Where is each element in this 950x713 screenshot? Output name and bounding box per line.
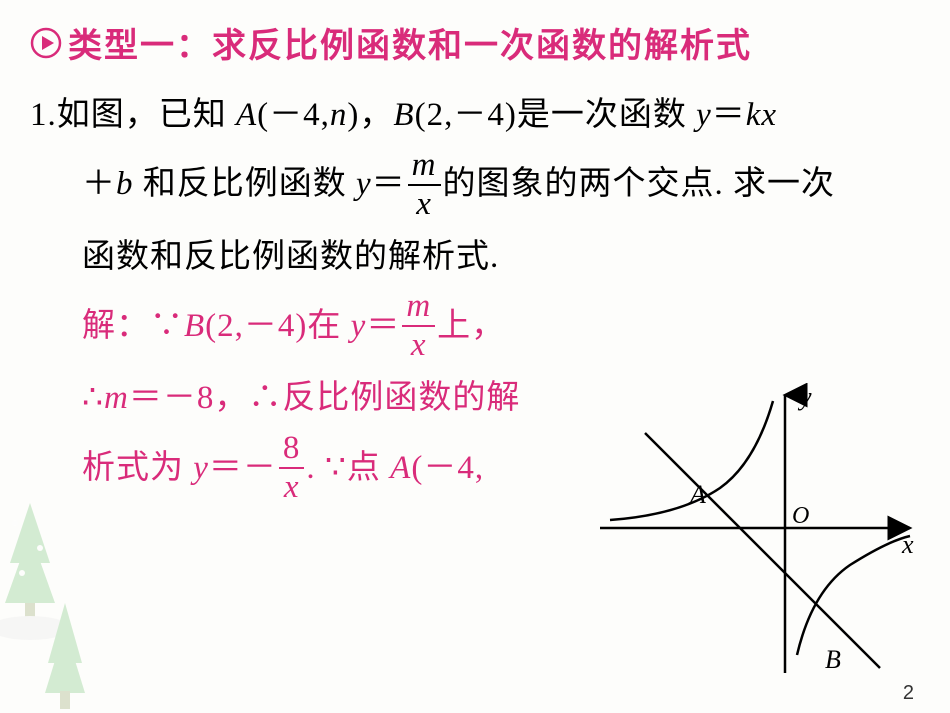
y-axis-label: y — [797, 383, 812, 411]
solution: 解：∵B(2,－4)在 y＝mx上， ∴m＝－8，∴反比例函数的解 析式为 y＝… — [30, 292, 620, 506]
point-b-label: B — [825, 645, 841, 674]
play-circle-icon — [30, 27, 62, 59]
page-number: 2 — [903, 682, 914, 705]
origin-label: O — [792, 503, 809, 529]
problem-statement: 1.如图，已知 A(－4,n)，B(2,－4)是一次函数 y＝kx ＋b 和反比… — [30, 81, 920, 292]
function-graph: y x O A B — [590, 383, 920, 683]
point-a-label: A — [688, 480, 706, 509]
title-text: 类型一：求反比例函数和一次函数的解析式 — [68, 18, 752, 67]
x-axis-label: x — [901, 530, 914, 559]
problem-number: 1. — [30, 97, 57, 133]
section-title: 类型一：求反比例函数和一次函数的解析式 — [30, 18, 920, 67]
